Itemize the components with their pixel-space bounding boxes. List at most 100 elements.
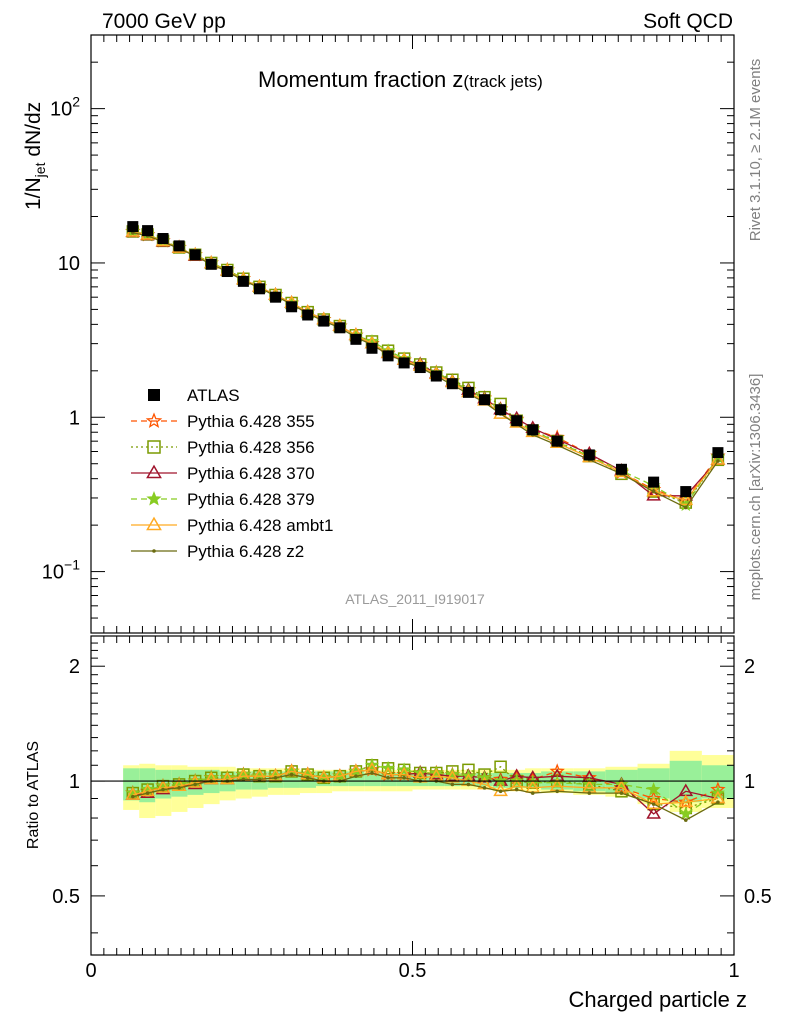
ratio-point <box>370 771 374 775</box>
ratio-point <box>450 782 455 787</box>
legend-marker <box>146 491 162 506</box>
legend-marker <box>146 516 162 531</box>
data-point <box>414 362 426 374</box>
ratio-point <box>140 783 155 797</box>
header-left: 7000 GeV pp <box>102 10 226 33</box>
data-point <box>446 378 458 390</box>
legend-item-pythia-6-428-370: Pythia 6.428 370 <box>131 464 315 483</box>
data-point <box>583 449 595 461</box>
series-atlas <box>127 221 724 498</box>
legend-item-pythia-6-428-379: Pythia 6.428 379 <box>131 490 315 509</box>
ratio-tick-label-right: 1 <box>744 771 755 793</box>
ratio-point <box>177 786 181 790</box>
data-point <box>205 258 217 270</box>
data-point <box>615 463 627 475</box>
ratio-point <box>236 767 251 781</box>
side-label-top: Rivet 3.1.10, ≥ 2.1M events <box>747 59 764 242</box>
data-point <box>648 476 660 488</box>
data-point <box>366 342 378 354</box>
ratio-point <box>155 779 171 793</box>
ratio-point <box>619 791 624 795</box>
ratio-point <box>498 789 503 794</box>
y-tick-label-base: 1 <box>69 407 80 429</box>
data-point <box>302 309 314 321</box>
ratio-point <box>587 791 592 795</box>
y-tick-label-base: 10 <box>58 253 80 275</box>
x-tick-label: 1 <box>728 960 739 982</box>
data-point <box>716 459 720 463</box>
data-point <box>462 386 474 398</box>
data-point <box>350 333 362 345</box>
ratio-point <box>716 800 720 805</box>
ratio-tick-label-left: 2 <box>69 656 80 678</box>
ratio-point <box>482 786 487 790</box>
data-point <box>334 322 346 334</box>
ratio-point <box>645 790 662 806</box>
y-tick-label-exp: 2 <box>72 94 80 110</box>
y-tick-label-base: 10 <box>50 99 72 121</box>
legend: ATLAS Pythia 6.428 355 Pythia 6.428 356 Pyt… <box>131 386 333 561</box>
legend-label: Pythia 6.428 379 <box>187 490 315 509</box>
legend-label: Pythia 6.428 355 <box>187 412 315 431</box>
data-point <box>221 266 233 278</box>
ratio-point <box>678 794 694 808</box>
y-axis-label-base: 1/N <box>22 177 45 210</box>
ratio-point <box>514 787 519 792</box>
data-point <box>127 221 139 233</box>
legend-label: Pythia 6.428 z2 <box>187 542 304 561</box>
ratio-point <box>549 763 565 778</box>
x-axis-label: Charged particle z <box>568 987 747 1012</box>
ratio-point <box>257 777 262 782</box>
ratio-point <box>203 771 219 785</box>
legend-item-pythia-6-428-356: Pythia 6.428 356 <box>131 438 315 457</box>
ratio-point <box>305 775 310 780</box>
data-point <box>318 315 330 327</box>
ratio-tick-label-left: 0.5 <box>52 886 80 908</box>
data-point <box>430 370 442 382</box>
legend-label: Pythia 6.428 370 <box>187 464 315 483</box>
data-point <box>142 225 154 237</box>
side-label-bottom: mcplots.cern.ch [arXiv:1306.3436] <box>747 374 764 601</box>
legend-marker <box>148 389 160 401</box>
y-axis-label-bottom: Ratio to ATLAS <box>25 741 42 849</box>
ratio-tick-label-left: 1 <box>69 771 80 793</box>
data-point <box>237 275 249 287</box>
ratio-point <box>219 771 235 785</box>
y-tick-label: 10 <box>58 253 80 275</box>
legend-item-atlas: ATLAS <box>148 386 240 405</box>
data-point <box>189 249 201 261</box>
legend-label: Pythia 6.428 ambt1 <box>187 516 333 535</box>
ratio-point <box>130 794 135 799</box>
legend-marker <box>152 549 156 553</box>
ratio-point <box>466 782 471 787</box>
ratio-point <box>289 772 294 777</box>
legend-label: ATLAS <box>187 386 240 405</box>
y-tick-label: 1 <box>69 407 80 429</box>
ratio-point <box>646 806 661 819</box>
ratio-point <box>678 794 694 809</box>
analysis-tag: ATLAS_2011_I919017 <box>345 591 485 607</box>
ratio-point <box>386 775 390 780</box>
data-point <box>286 301 298 313</box>
y-axis-label-rest: dN/dz <box>22 102 45 163</box>
data-point <box>710 451 726 465</box>
data-point <box>651 489 656 494</box>
data-point <box>683 505 688 510</box>
legend-label: Pythia 6.428 356 <box>187 438 315 457</box>
ratio-tick-label-right: 2 <box>744 656 755 678</box>
plot-title-main: Momentum fraction z <box>258 67 463 92</box>
ratio-point <box>678 806 693 820</box>
data-point <box>551 435 563 447</box>
ratio-point <box>530 791 535 795</box>
data-point <box>398 357 410 369</box>
y-axis-label-sub: jet <box>32 162 48 178</box>
ratio-point <box>125 787 141 800</box>
x-tick-label: 0.5 <box>399 960 427 982</box>
data-point <box>270 291 282 303</box>
data-point <box>253 283 265 295</box>
ratio-point <box>193 782 197 787</box>
legend-marker <box>147 440 161 454</box>
ratio-point <box>241 777 246 782</box>
